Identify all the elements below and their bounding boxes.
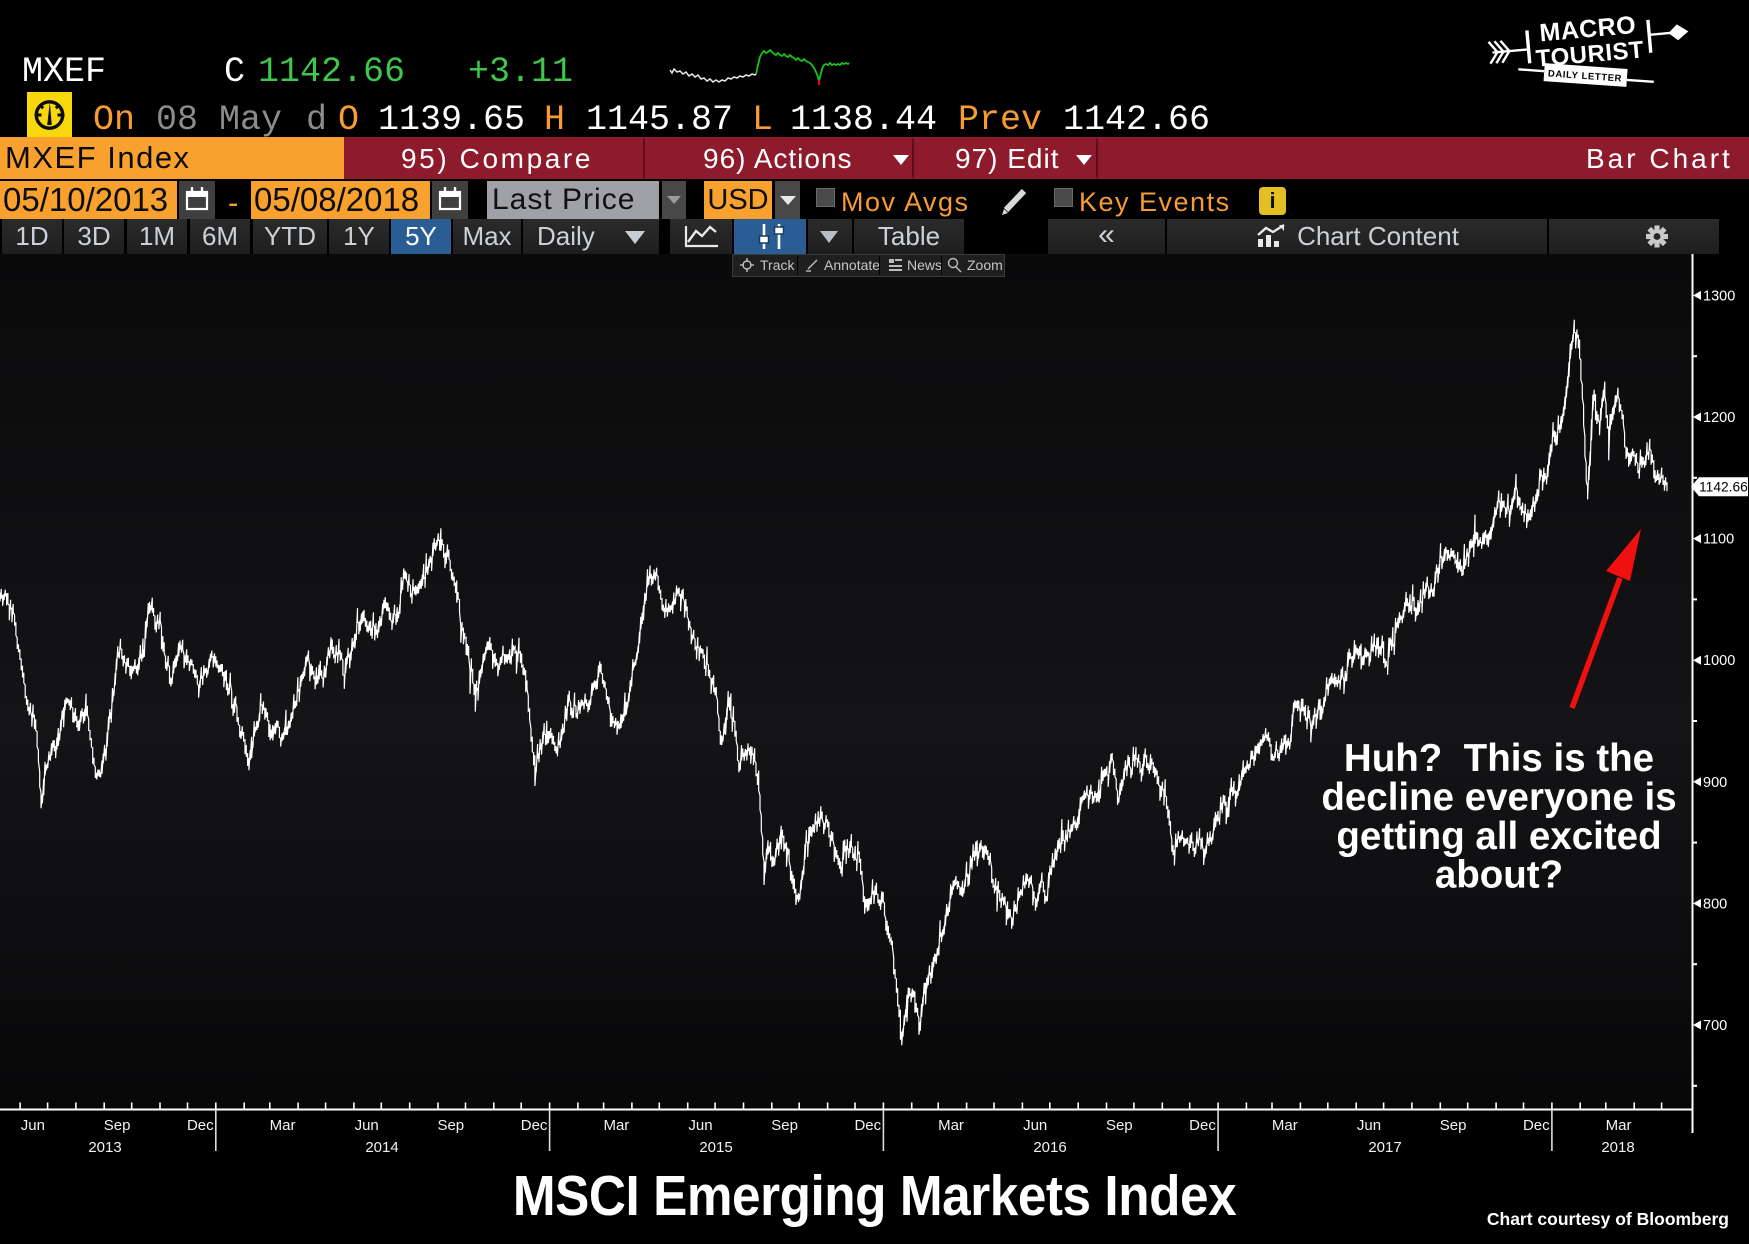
svg-text:Mar: Mar — [1272, 1117, 1298, 1134]
svg-text:1300: 1300 — [1703, 288, 1735, 304]
svg-text:Mar: Mar — [603, 1117, 629, 1134]
svg-text:Sep: Sep — [104, 1117, 131, 1134]
svg-text:decline everyone is: decline everyone is — [1321, 776, 1676, 819]
svg-text:1142.66: 1142.66 — [1699, 480, 1748, 495]
svg-text:2015: 2015 — [699, 1139, 732, 1156]
svg-text:DAILY LETTER: DAILY LETTER — [1548, 68, 1623, 84]
svg-text:Dec: Dec — [1523, 1117, 1550, 1134]
svg-text:2016: 2016 — [1033, 1139, 1066, 1156]
svg-text:about?: about? — [1435, 854, 1563, 897]
svg-text:Dec: Dec — [521, 1117, 548, 1134]
svg-text:Sep: Sep — [437, 1117, 464, 1134]
svg-text:Jun: Jun — [1023, 1117, 1047, 1134]
svg-text:Mar: Mar — [270, 1117, 296, 1134]
svg-text:2014: 2014 — [365, 1139, 398, 1156]
svg-text:2018: 2018 — [1601, 1139, 1634, 1156]
svg-text:Dec: Dec — [187, 1117, 214, 1134]
svg-text:Mar: Mar — [938, 1117, 964, 1134]
svg-text:2013: 2013 — [88, 1139, 121, 1156]
svg-text:700: 700 — [1703, 1018, 1727, 1034]
svg-text:Jun: Jun — [355, 1117, 379, 1134]
svg-text:getting all excited: getting all excited — [1336, 815, 1661, 858]
svg-text:Huh? This is the: Huh? This is the — [1344, 737, 1654, 780]
svg-text:Jun: Jun — [1357, 1117, 1381, 1134]
svg-text:2017: 2017 — [1368, 1139, 1401, 1156]
svg-text:Sep: Sep — [1440, 1117, 1467, 1134]
svg-text:Sep: Sep — [1106, 1117, 1133, 1134]
svg-text:1100: 1100 — [1703, 532, 1734, 548]
svg-text:800: 800 — [1703, 896, 1727, 912]
svg-text:Mar: Mar — [1606, 1117, 1632, 1134]
svg-text:Jun: Jun — [688, 1117, 712, 1134]
svg-text:Dec: Dec — [1189, 1117, 1216, 1134]
svg-text:Dec: Dec — [854, 1117, 881, 1134]
svg-text:Sep: Sep — [771, 1117, 798, 1134]
svg-text:900: 900 — [1703, 775, 1727, 791]
svg-text:Jun: Jun — [21, 1117, 45, 1134]
svg-text:1000: 1000 — [1703, 653, 1735, 669]
svg-text:1200: 1200 — [1703, 410, 1735, 426]
